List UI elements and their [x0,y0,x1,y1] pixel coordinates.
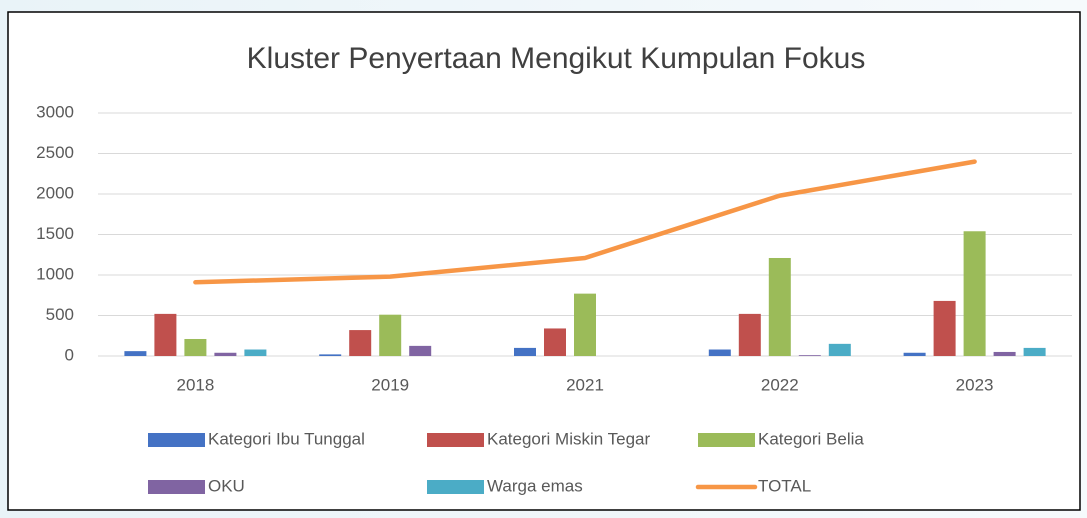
y-tick-label: 1000 [36,264,74,283]
x-tick-label: 2022 [761,375,799,394]
legend-swatch [427,433,484,447]
bar [1023,347,1046,356]
chart-title: Kluster Penyertaan Mengikut Kumpulan Fok… [247,42,866,75]
bar [903,352,926,356]
bar [963,231,986,356]
bar [319,354,342,356]
bar [933,300,956,356]
y-tick-label: 2000 [36,183,74,202]
x-tick-label: 2018 [176,375,214,394]
bar [124,351,147,356]
legend-label: Kategori Miskin Tegar [487,429,650,448]
legend-label: TOTAL [758,476,811,495]
legend-swatch [698,433,755,447]
y-tick-label: 0 [65,345,74,364]
legend-swatch [427,480,484,494]
legend-label: Kategori Belia [758,429,864,448]
bar [574,293,596,356]
legend-label: Warga emas [487,476,583,495]
bar [544,328,566,356]
bar [184,338,207,356]
bar [828,343,851,356]
bar [768,257,791,356]
x-tick-label: 2023 [956,375,994,394]
bar [349,330,372,356]
y-tick-label: 500 [46,305,74,324]
y-tick-label: 2500 [36,143,74,162]
x-tick-label: 2019 [371,375,409,394]
legend-swatch [148,480,205,494]
legend-swatch [148,433,205,447]
bar [379,314,402,356]
line-series [193,159,977,285]
bar [708,349,731,356]
bar [798,355,821,356]
bar [244,349,267,356]
bar [214,352,237,356]
bar [154,313,177,356]
bar [738,313,761,356]
legend-label: Kategori Ibu Tunggal [208,429,365,448]
bar [514,347,536,356]
y-tick-label: 3000 [36,102,74,121]
x-tick-label: 2021 [566,375,604,394]
legend-label: OKU [208,476,245,495]
bar [409,345,432,356]
y-tick-label: 1500 [36,224,74,243]
bar [993,351,1016,356]
